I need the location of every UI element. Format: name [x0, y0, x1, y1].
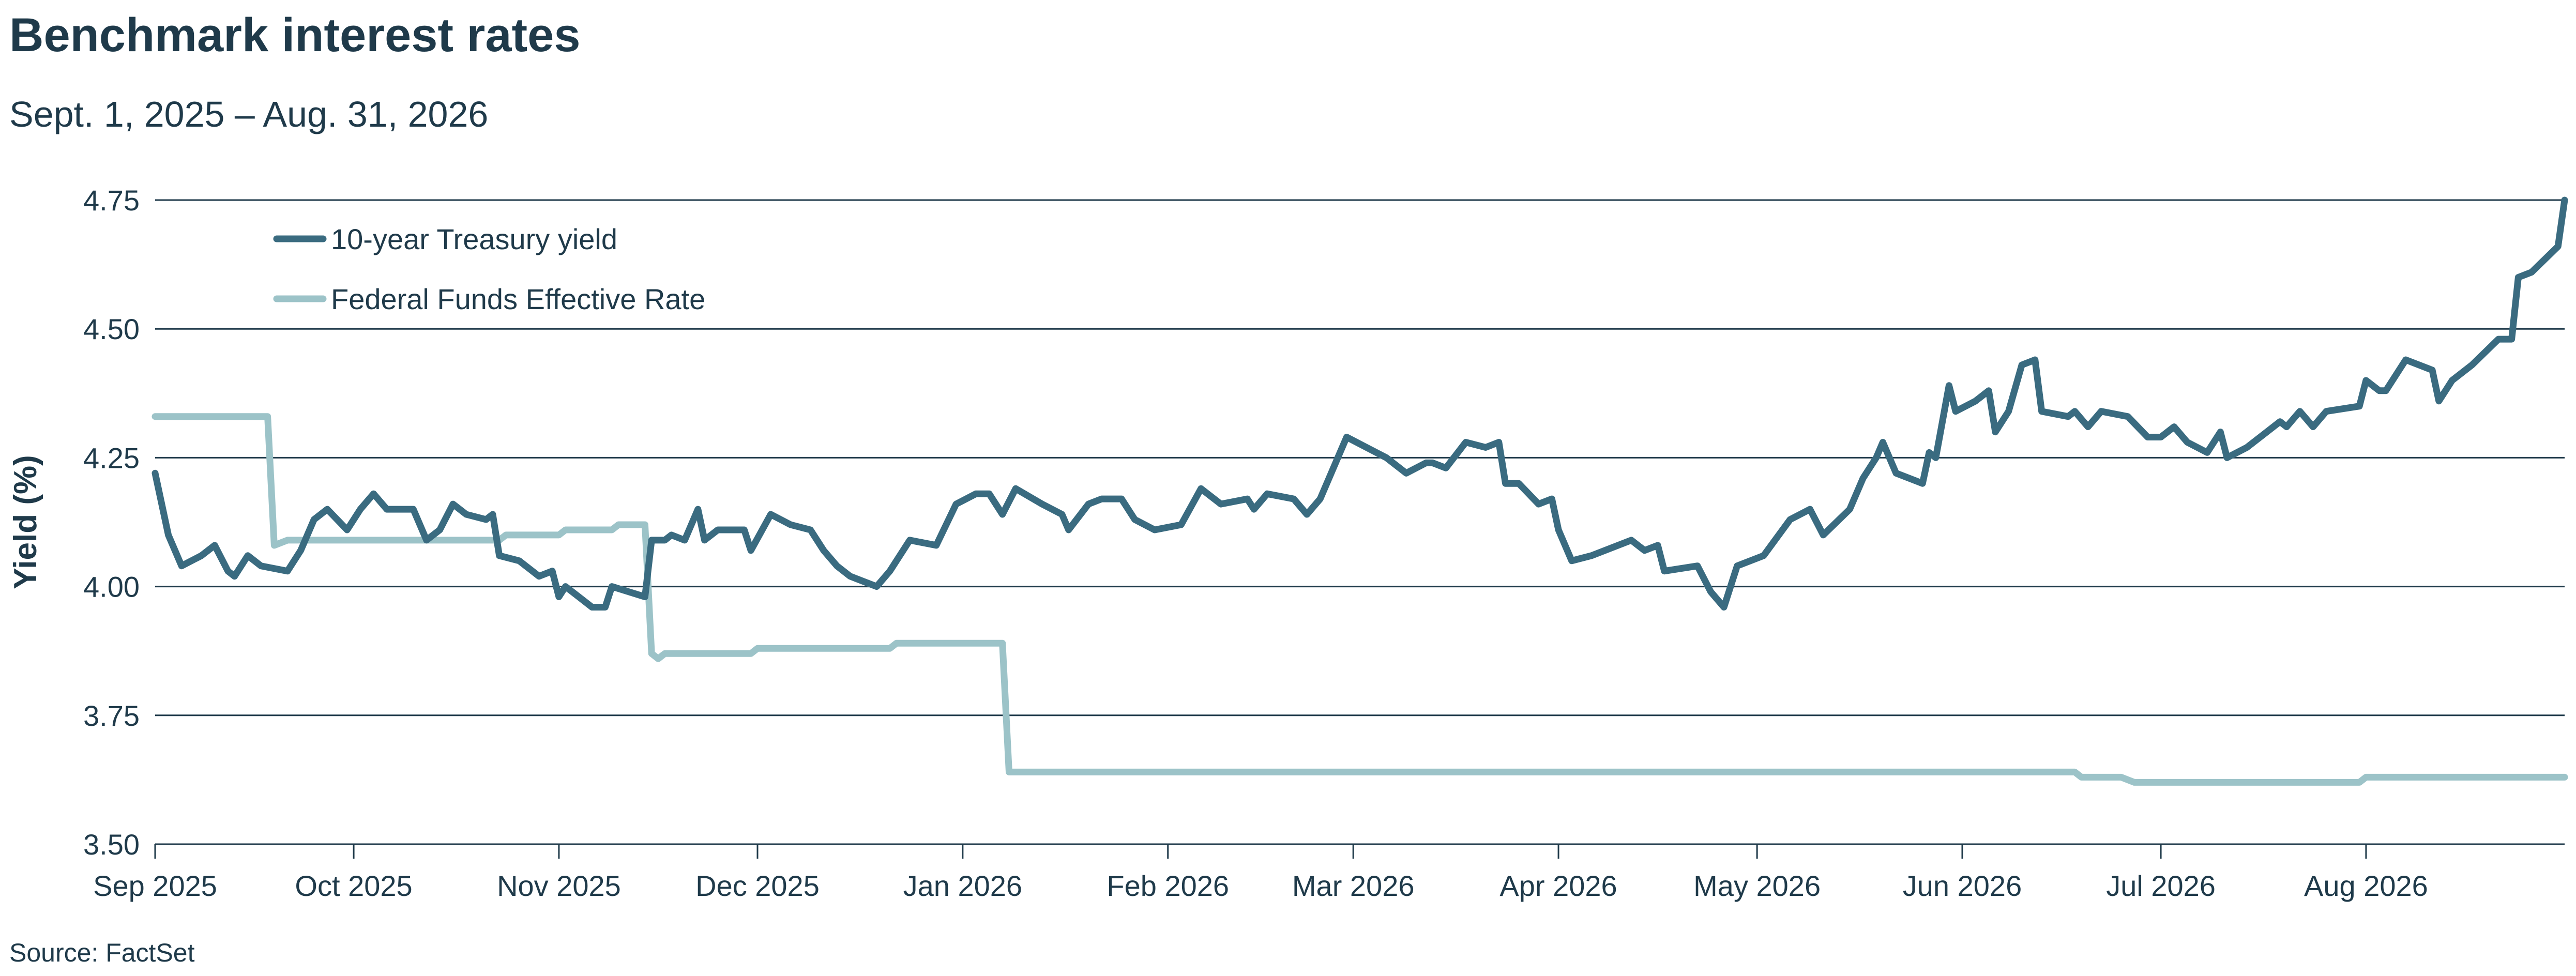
y-tick-label: 4.25 [83, 441, 140, 474]
x-tick-label: May 2026 [1693, 870, 1821, 902]
x-tick-label: Sep 2025 [93, 870, 217, 902]
series-line-0 [151, 196, 2568, 611]
y-axis-ticks: 3.50 3.75 4.00 4.25 4.50 4.75 [83, 184, 140, 861]
y-tick-label: 4.50 [83, 313, 140, 345]
y-tick-label: 3.50 [83, 828, 140, 861]
x-tick-label: Jan 2026 [903, 870, 1022, 902]
x-tick-label: Dec 2025 [695, 870, 820, 902]
series-lines [151, 196, 2568, 786]
chart-source: Source: FactSet [9, 938, 195, 967]
y-tick-label: 4.00 [83, 571, 140, 603]
legend: 10-year Treasury yield Federal Funds Effe… [273, 223, 705, 315]
chart-title: Benchmark interest rates [9, 9, 581, 62]
legend-label: 10-year Treasury yield [331, 223, 617, 255]
chart-subtitle: Sept. 1, 2025 – Aug. 31, 2026 [9, 94, 489, 134]
x-tick-label: Mar 2026 [1292, 870, 1415, 902]
y-tick-label: 4.75 [83, 184, 140, 217]
y-tick-label: 3.75 [83, 699, 140, 732]
series-line-1 [151, 413, 2568, 786]
x-tick-label: Jun 2026 [1903, 870, 2022, 902]
x-tick-label: Aug 2026 [2304, 870, 2428, 902]
legend-label: Federal Funds Effective Rate [331, 283, 705, 315]
x-tick-label: Feb 2026 [1107, 870, 1229, 902]
x-tick-label: Apr 2026 [1499, 870, 1617, 902]
x-axis-ticks: Sep 2025 Oct 2025 Nov 2025 Dec 2025 Jan 2026… [93, 844, 2428, 902]
x-tick-label: Nov 2025 [497, 870, 621, 902]
x-tick-label: Oct 2025 [295, 870, 412, 902]
x-tick-label: Jul 2026 [2106, 870, 2216, 902]
y-axis-label: Yield (%) [8, 455, 43, 589]
